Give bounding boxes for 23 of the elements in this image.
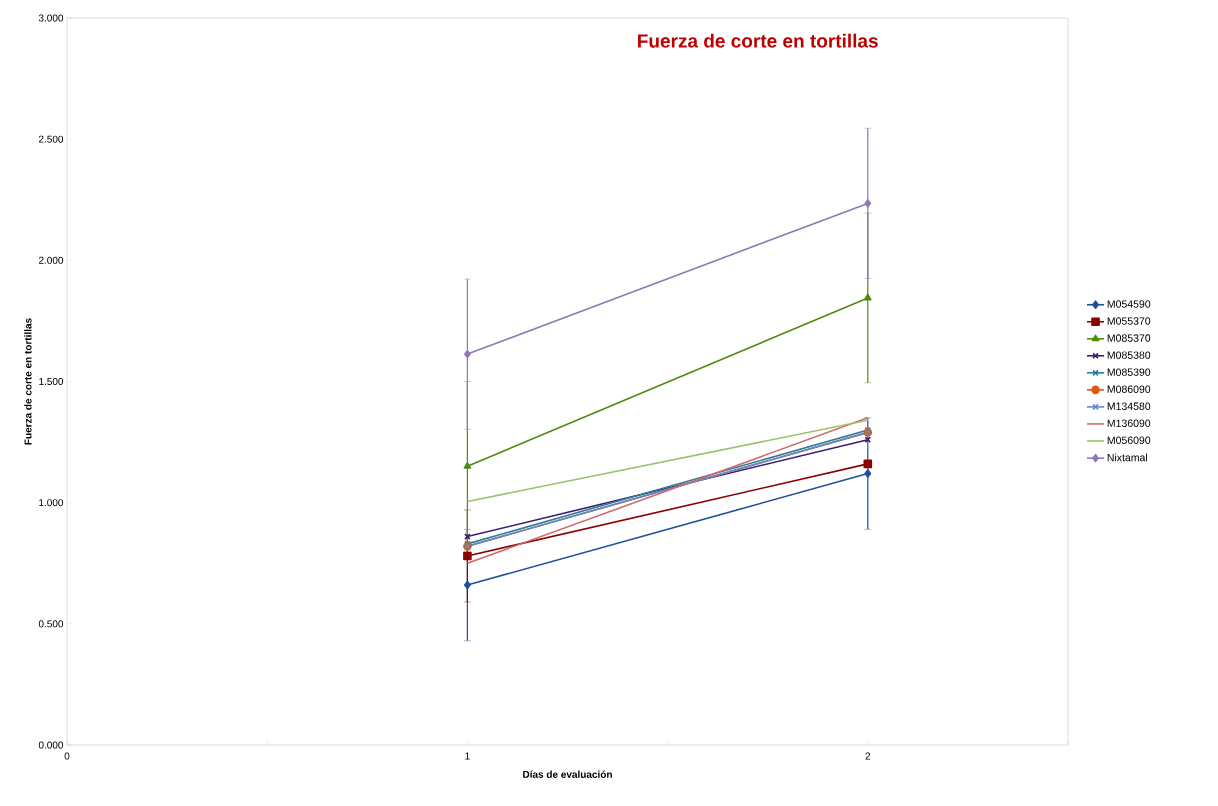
legend-label: M085370 [1107,334,1151,342]
text: Fuerza de corte en tortillas [638,33,878,48]
y-tick-label: 1.000 [39,499,64,507]
legend-label: M136090 [1107,419,1151,427]
x-tick-label: 1 [465,752,470,760]
legend-label: M056090 [1107,436,1151,444]
x-tick-label: 0 [64,752,70,760]
x-tick-label: 2 [865,752,871,760]
y-tick-label: 2.500 [38,135,64,143]
y-tick-label: 1.500 [39,377,64,386]
y-tick-label: 2.000 [38,256,64,264]
y-tick-label: 3.000 [38,14,64,22]
legend-label: M055370 [1107,317,1151,325]
y-tick-label: 0.000 [38,741,64,749]
y-tick-label: 0.500 [38,620,64,628]
legend-label: Nixtamal [1107,453,1148,462]
legend-label: M085380 [1107,351,1151,359]
y-axis-title: Fuerza de corte en tortillas [24,318,32,445]
legend-label: M085390 [1107,368,1151,376]
legend-label: M134580 [1107,402,1151,410]
x-axis-title: Días de evaluación [523,770,612,778]
legend-label: M054590 [1107,300,1151,308]
legend-label: M086090 [1107,385,1151,393]
